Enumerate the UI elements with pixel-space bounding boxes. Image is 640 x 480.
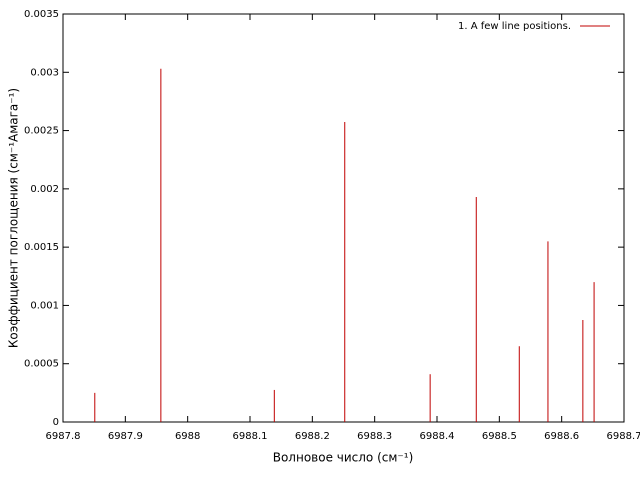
x-tick-label: 6988.3 [357, 431, 392, 442]
x-tick-label: 6988.5 [482, 431, 517, 442]
y-axis-title: Коэффициент поглощения (см⁻¹Амага⁻¹) [7, 88, 21, 348]
y-tick-label: 0 [53, 417, 59, 428]
x-tick-label: 6987.9 [108, 431, 143, 442]
x-tick-label: 6988.7 [607, 431, 640, 442]
legend-label: 1. A few line positions. [458, 21, 571, 32]
y-tick-label: 0.0025 [24, 126, 59, 137]
plot-frame [62, 13, 625, 423]
y-tick-label: 0.0005 [24, 359, 59, 370]
x-axis-title: Волновое число (см⁻¹) [273, 451, 414, 465]
x-tick-label: 6988.2 [295, 431, 330, 442]
x-tick-label: 6988.6 [544, 431, 579, 442]
y-tick-label: 0.002 [30, 184, 59, 195]
y-tick-label: 0.0015 [24, 242, 59, 253]
x-tick-label: 6987.8 [46, 431, 81, 442]
y-tick-label: 0.003 [30, 67, 59, 78]
x-tick-label: 6988 [175, 431, 200, 442]
y-tick-label: 0.0035 [24, 9, 59, 20]
x-tick-label: 6988.1 [233, 431, 268, 442]
x-tick-label: 6988.4 [420, 431, 455, 442]
y-tick-label: 0.001 [30, 300, 59, 311]
